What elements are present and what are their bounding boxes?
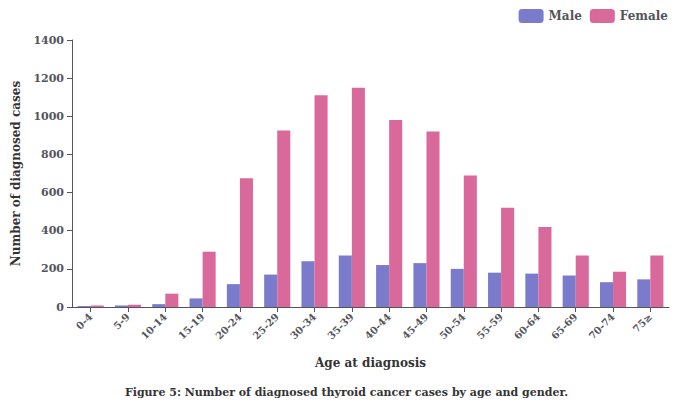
svg-text:20-24: 20-24 [213,311,243,341]
svg-text:400: 400 [41,224,64,237]
svg-text:40-44: 40-44 [363,311,393,341]
svg-text:55-59: 55-59 [475,311,505,341]
svg-text:35-39: 35-39 [325,311,355,341]
svg-text:0: 0 [56,301,64,314]
svg-text:1400: 1400 [33,34,64,47]
svg-text:75≥: 75≥ [631,311,655,335]
svg-text:Male: Male [549,9,583,23]
svg-text:0-4: 0-4 [74,311,95,332]
svg-text:5-9: 5-9 [111,311,132,332]
svg-text:800: 800 [41,148,64,161]
svg-text:60-64: 60-64 [512,311,542,341]
svg-text:Number of diagnosed cases: Number of diagnosed cases [9,81,23,267]
svg-text:600: 600 [41,186,64,199]
svg-text:30-34: 30-34 [288,311,318,341]
svg-text:Female: Female [620,9,669,23]
svg-text:15-19: 15-19 [176,311,206,341]
svg-text:Figure 5: Number of diagnosed: Figure 5: Number of diagnosed thyroid ca… [125,386,568,399]
svg-text:10-14: 10-14 [139,311,169,341]
svg-text:1200: 1200 [33,72,64,85]
svg-text:200: 200 [41,262,64,275]
svg-text:45-49: 45-49 [400,311,430,341]
svg-text:50-54: 50-54 [437,311,467,341]
svg-text:25-29: 25-29 [251,311,281,341]
svg-text:65-69: 65-69 [549,311,579,341]
svg-text:70-74: 70-74 [587,311,617,341]
svg-text:1000: 1000 [33,110,64,123]
svg-text:Age at diagnosis: Age at diagnosis [314,356,426,370]
